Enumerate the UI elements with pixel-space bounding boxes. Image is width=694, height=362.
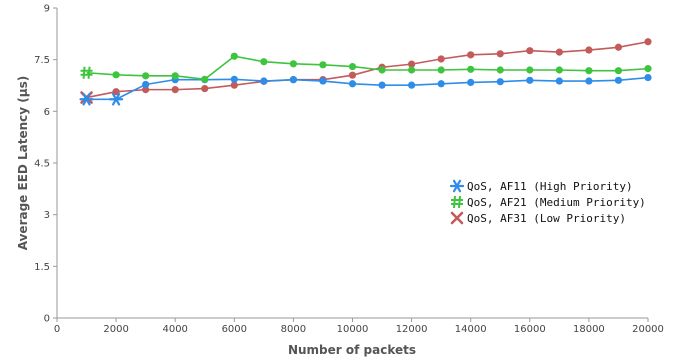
y-tick-label: 6 [44,107,50,118]
data-point [260,58,268,66]
series-layer [79,38,652,106]
data-point [230,52,238,60]
data-point [112,71,120,79]
y-tick-label: 4.5 [34,159,50,170]
legend-marker [449,179,465,193]
data-point [437,55,445,63]
data-point [614,67,623,75]
x-tick-label: 2000 [103,324,128,335]
data-point [585,77,593,85]
legend-marker [451,195,463,209]
data-point [408,60,416,68]
data-point [319,77,327,85]
y-axis-title: Average EED Latency (μs) [16,76,30,251]
legend-marker [450,211,464,225]
data-point [555,77,563,85]
data-point [171,72,179,80]
asterisk-stroke [82,92,91,106]
x-tick-label: 0 [54,324,60,335]
x-tick-label: 6000 [222,324,247,335]
data-point [260,77,268,85]
data-point [289,60,297,68]
data-point [319,61,327,69]
data-point [108,92,124,106]
x-tick-label: 14000 [455,324,487,335]
asterisk-stroke [111,92,121,106]
data-point [378,66,386,74]
data-point [348,62,357,71]
x-tick-label: 18000 [573,324,605,335]
y-tick-label: 1.5 [34,262,50,273]
x-tick-label: 16000 [514,324,546,335]
data-point [201,85,209,93]
x-stroke [450,211,464,225]
data-point [142,72,150,80]
data-point [496,66,504,74]
asterisk-stroke [452,179,462,193]
data-point [644,73,652,82]
data-point [526,76,534,84]
data-point [555,48,563,56]
data-point [171,86,179,94]
data-point [555,66,563,74]
data-point [348,71,357,79]
hash-stroke [453,195,456,209]
data-point [585,67,593,75]
data-point [496,78,504,86]
hash-stroke [458,195,461,209]
data-point [408,81,416,89]
series-line [86,76,649,101]
data-point [614,43,623,51]
data-point [80,66,93,79]
data-point [526,66,534,74]
x-tick-label: 20000 [632,324,664,335]
x-tick-label: 10000 [337,324,369,335]
x-axis-title: Number of packets [288,343,416,357]
data-point [230,81,238,89]
data-point [378,81,386,89]
x-ticks: 0 2000 4000 6000 8000 10000 12000 14000 16000 180… [54,318,664,335]
x-tick-label: 12000 [396,324,428,335]
data-point [348,80,357,88]
data-point [289,76,297,84]
data-point [644,38,652,46]
data-point [467,65,475,73]
legend-label: QoS, AF21 (Medium Priority) [467,196,646,209]
data-point [614,76,623,84]
data-point [585,46,593,54]
data-point [201,75,209,83]
data-point [644,65,652,73]
data-point [437,80,445,88]
legend-label: QoS, AF11 (High Priority) [467,180,633,193]
data-point [496,50,504,58]
series-line [86,55,649,81]
data-point [79,92,94,106]
data-point [112,88,120,96]
legend-label: QoS, AF31 (Low Priority) [467,212,626,225]
data-point [467,78,475,86]
x-tick-label: 4000 [162,324,187,335]
series-line [86,40,649,99]
data-point [408,66,416,74]
y-ticks: 0 1.5 3 4.5 6 7.5 9 [34,4,57,325]
data-point [142,86,150,94]
data-point [467,51,475,59]
y-tick-label: 9 [44,4,50,15]
y-tick-label: 0 [44,314,50,325]
data-point [142,80,150,89]
x-tick-label: 8000 [281,324,306,335]
data-point [526,47,534,55]
hash-stroke [87,66,91,79]
hash-stroke [82,66,86,79]
data-point [230,75,238,83]
legend: QoS, AF11 (High Priority) QoS, AF21 (Medi… [449,179,646,225]
y-tick-label: 3 [44,210,50,221]
data-point [437,66,445,74]
y-tick-label: 7.5 [34,55,50,66]
